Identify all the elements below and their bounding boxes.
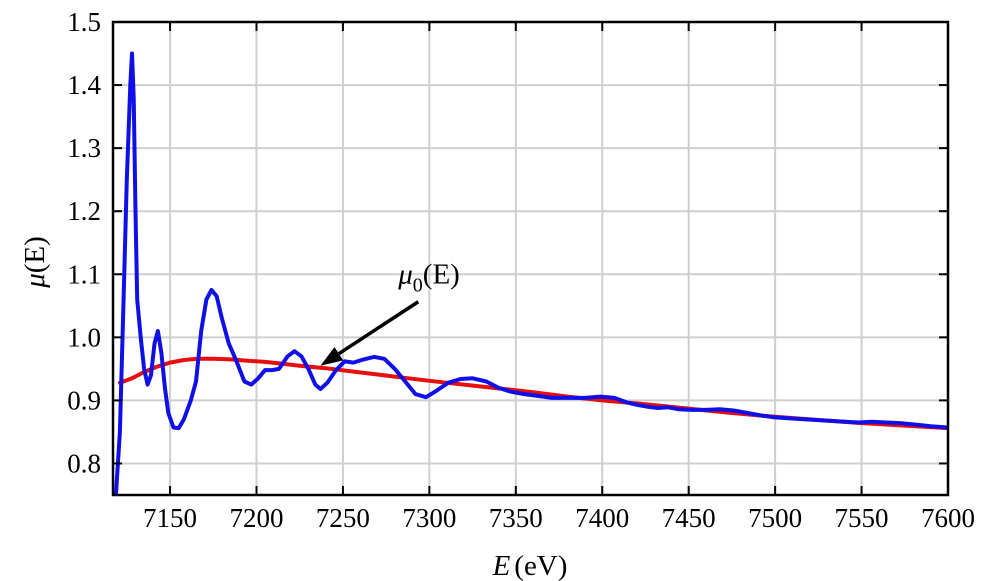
y-tick-label: 1.3 xyxy=(67,133,101,163)
x-tick-label: 7200 xyxy=(229,503,283,533)
annotation-arrow-head xyxy=(320,346,344,366)
series-mu-line xyxy=(113,51,948,495)
x-tick-label: 7400 xyxy=(575,503,629,533)
y-tick-label: 1.1 xyxy=(67,259,101,289)
y-tick-label: 1.5 xyxy=(67,7,101,37)
x-tick-label: 7250 xyxy=(316,503,370,533)
x-tick-label: 7550 xyxy=(835,503,889,533)
axis-ticks: 7150 7200 7250 7300 7350 7400 7450 7500 7550 7600… xyxy=(67,7,975,533)
annotation-arrow-shaft xyxy=(337,300,420,356)
y-tick-label: 0.8 xyxy=(67,448,101,478)
annotation-sub: 0 xyxy=(413,275,423,297)
annotation: μ0(E) xyxy=(320,259,460,366)
x-tick-label: 7600 xyxy=(921,503,975,533)
y-axis-title: μ(E) xyxy=(19,236,51,289)
mu0-annotation-label: μ0(E) xyxy=(397,259,460,297)
grid-lines xyxy=(113,22,948,495)
y-tick-label: 1.2 xyxy=(67,196,101,226)
annotation-var: μ xyxy=(397,259,413,291)
x-axis-title: E (eV) xyxy=(492,550,568,581)
annotation-arg: (E) xyxy=(423,259,460,291)
y-axis-var: μ xyxy=(19,273,51,289)
x-tick-label: 7300 xyxy=(402,503,456,533)
plot-border xyxy=(111,20,950,497)
x-axis-var: E xyxy=(492,550,511,581)
y-axis-arg: (E) xyxy=(19,236,51,273)
x-tick-label: 7150 xyxy=(143,503,197,533)
x-tick-label: 7350 xyxy=(489,503,543,533)
x-tick-label: 7450 xyxy=(662,503,716,533)
y-tick-label: 1.4 xyxy=(67,70,101,100)
x-axis-unit: (eV) xyxy=(514,550,567,581)
x-tick-label: 7500 xyxy=(748,503,802,533)
series-mu0-line xyxy=(117,356,948,431)
y-tick-label: 1.0 xyxy=(67,322,101,352)
plot-frame xyxy=(111,20,950,497)
y-tick-label: 0.9 xyxy=(67,385,101,415)
series-layer xyxy=(113,51,948,495)
